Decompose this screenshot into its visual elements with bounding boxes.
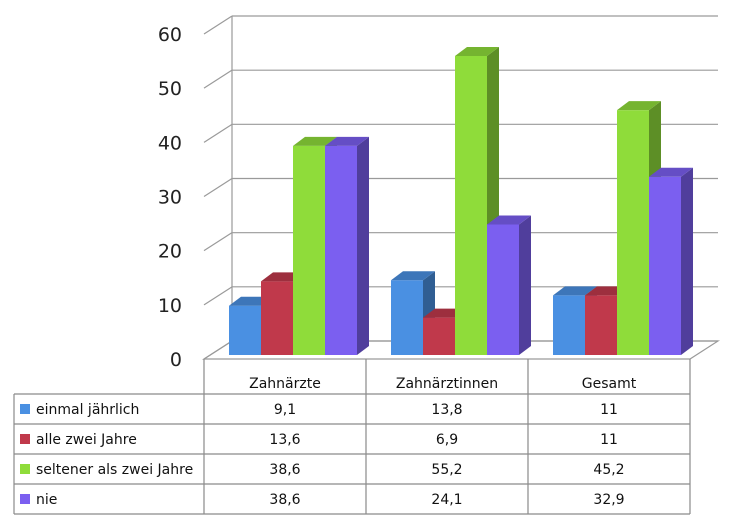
bar-front [553, 295, 585, 355]
bar-top [455, 47, 499, 56]
bar-top [391, 271, 435, 281]
legend-label: seltener als zwei Jahre [36, 462, 193, 478]
bar [487, 215, 531, 355]
legend-swatch [20, 404, 30, 414]
x-tick-label: Gesamt [582, 376, 637, 392]
data-label: 6,9 [436, 432, 458, 448]
bar-top [649, 167, 693, 177]
bar-top [617, 101, 661, 111]
bar-front [293, 145, 325, 355]
y-tick-label: 30 [158, 187, 182, 209]
data-label: 32,9 [593, 492, 624, 508]
gridline-depth [203, 286, 233, 306]
bar-top [487, 215, 531, 225]
data-label: 24,1 [431, 492, 462, 508]
bar-front [617, 110, 649, 356]
data-table: Zahnärzte Zahnärztinnen Gesamt einmal jährl… [13, 359, 691, 515]
bar-top [553, 286, 597, 296]
y-tick-label: 10 [158, 295, 182, 317]
y-tick-label: 20 [158, 241, 182, 263]
bar-front [261, 281, 293, 355]
y-tick-label: 40 [158, 132, 182, 154]
gridline-depth [203, 177, 233, 198]
gridline-depth [203, 69, 233, 89]
bar-front [229, 305, 261, 355]
bar-front [455, 56, 487, 355]
data-label: 13,8 [431, 402, 462, 418]
data-label: 38,6 [269, 462, 300, 478]
bar-side [681, 167, 693, 355]
gridline-depth [203, 232, 233, 252]
bar [649, 167, 693, 355]
bar-top [325, 136, 369, 146]
bar-front [649, 176, 681, 355]
y-axis-ticks: 0 10 20 30 40 50 60 [158, 24, 182, 371]
data-label: 13,6 [269, 432, 300, 448]
y-tick-label: 0 [170, 349, 182, 371]
legend-label: alle zwei Jahre [36, 432, 137, 448]
bar [325, 136, 369, 355]
legend-swatch [20, 464, 30, 474]
gridline-depth [203, 340, 233, 360]
data-label: 55,2 [431, 462, 462, 478]
bar-side [357, 136, 369, 355]
legend-label: einmal jährlich [36, 402, 139, 418]
data-label: 11 [600, 432, 618, 448]
data-label: 9,1 [274, 402, 296, 418]
x-tick-label: Zahnärzte [249, 376, 321, 392]
bar-front [423, 317, 455, 355]
bar-top [293, 136, 337, 146]
legend-swatch [20, 434, 30, 444]
bar-front [391, 280, 423, 355]
y-tick-label: 50 [158, 78, 182, 100]
data-label: 38,6 [269, 492, 300, 508]
legend-label: nie [36, 492, 57, 508]
bar-front [487, 224, 519, 355]
data-label: 45,2 [593, 462, 624, 478]
legend-swatch [20, 494, 30, 504]
bar-front [325, 145, 357, 355]
data-label: 11 [600, 402, 618, 418]
y-tick-label: 60 [158, 24, 182, 46]
gridline-depth [203, 123, 233, 143]
bar-side [519, 215, 531, 355]
gridline-depth [203, 15, 233, 35]
chart-bars [229, 47, 693, 356]
bar-front [585, 295, 617, 355]
x-tick-label: Zahnärztinnen [396, 376, 498, 392]
